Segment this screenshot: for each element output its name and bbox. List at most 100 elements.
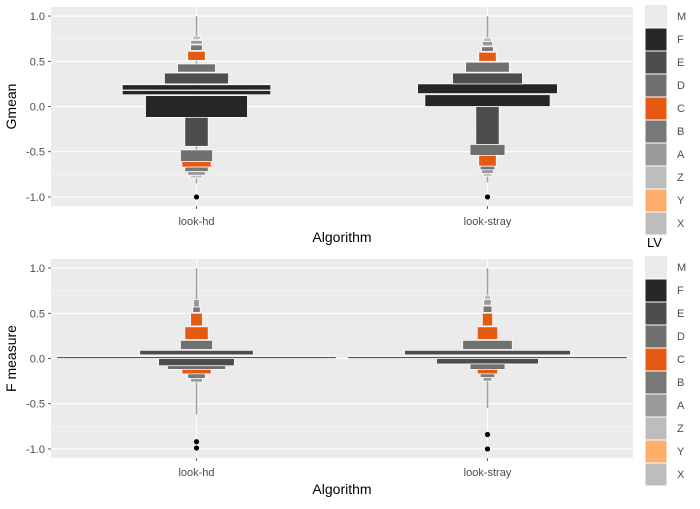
series-look-stray: [347, 268, 628, 452]
x-axis-title: Algorithm: [312, 229, 371, 245]
y-tick-label: 0.0: [30, 102, 45, 114]
chart-fmeasure: -1.0 -0.5 0.0 0.5 1.0 look-hd look-stray Algori…: [3, 259, 633, 497]
legend-label-A: A: [677, 149, 685, 161]
lv-box-B: [192, 306, 201, 313]
legend-title: LV: [647, 235, 662, 250]
lv-box-A: [190, 378, 203, 383]
x-tick-label: look-hd: [178, 467, 214, 479]
lv-box-B: [479, 165, 496, 171]
lv-box-C: [476, 369, 499, 375]
lv-box-C: [478, 51, 497, 62]
outlier-point: [193, 445, 200, 451]
outlier-point: [193, 194, 200, 200]
lv-box-C: [181, 369, 212, 375]
lv-box-C: [478, 154, 497, 167]
lv-box-C: [184, 326, 209, 340]
legend-key-B: [644, 370, 668, 395]
lv-box-Z: [484, 294, 491, 301]
lv-box-E: [158, 358, 235, 367]
lv-box-Z: [190, 174, 203, 179]
lv-box-B: [184, 166, 209, 172]
legend-label-M: M: [677, 262, 686, 274]
y-tick-label: 1.0: [30, 11, 45, 23]
lv-box-A: [481, 169, 494, 174]
legend-key-D: [644, 324, 668, 349]
legend-label-C: C: [677, 354, 685, 366]
lv-box-A: [482, 377, 493, 382]
lv-box-E: [164, 72, 229, 85]
legend-key-E: [644, 301, 668, 326]
legend-key-E: [644, 50, 668, 75]
outlier-point: [484, 446, 491, 452]
legend-label-Y: Y: [677, 446, 685, 458]
legend-key-F: [644, 27, 668, 52]
series-look-stray: [417, 16, 558, 200]
lv-box-E: [404, 350, 571, 356]
lv-box-A: [483, 299, 492, 306]
legend-label-D: D: [677, 331, 685, 343]
legend-label-X: X: [677, 218, 685, 230]
legend-key-C: [644, 96, 668, 121]
legend-key-M: [645, 256, 667, 279]
x-tick-label: look-stray: [464, 467, 512, 479]
legend-label-D: D: [677, 80, 685, 92]
lv-box-D: [465, 61, 510, 73]
lv-box-Z: [192, 35, 201, 40]
legend-label-E: E: [677, 308, 684, 320]
legend-label-E: E: [677, 57, 684, 69]
lv-box-B: [481, 46, 494, 52]
lv-box-F: [145, 95, 248, 118]
lv-box-A: [190, 40, 203, 45]
legend-key-Y: [644, 188, 668, 213]
lv-box-A: [482, 41, 493, 47]
y-axis-title: Gmean: [3, 84, 19, 130]
x-axis-title: Algorithm: [312, 481, 371, 497]
y-tick-label: -0.5: [26, 399, 45, 411]
lv-box-D: [180, 149, 213, 163]
legend-key-X: [644, 211, 668, 236]
lv-box-D: [180, 340, 213, 350]
legend-key-B: [644, 119, 668, 144]
lv-box-E: [475, 106, 500, 145]
series-look-hd: [121, 16, 272, 200]
y-axis-title: F measure: [3, 325, 19, 392]
legend-label-Z: Z: [677, 172, 684, 184]
lv-box-D: [462, 340, 513, 350]
lv-box-A: [193, 299, 200, 308]
lv-box-Z: [483, 37, 492, 42]
legend-label-B: B: [677, 126, 684, 138]
y-tick-label: -1.0: [26, 444, 45, 456]
legend-label-X: X: [677, 469, 685, 481]
lv-box-D: [469, 363, 506, 370]
legend-label-Y: Y: [677, 195, 685, 207]
lv-box-E: [436, 358, 539, 365]
legend-label-C: C: [677, 103, 685, 115]
lv-box-C: [187, 50, 206, 61]
legend-key-C: [644, 347, 668, 372]
legend-label-M: M: [677, 11, 686, 23]
lv-box-D: [469, 144, 506, 156]
outlier-point: [193, 439, 200, 445]
legend-key-A: [644, 142, 668, 167]
lv-box-Z: [482, 173, 493, 177]
y-tick-label: 0.5: [30, 56, 45, 68]
lv-box-B: [482, 305, 493, 313]
lv-box-D: [177, 63, 216, 73]
series-look-hd: [56, 268, 337, 451]
legend-key-Y: [644, 439, 668, 464]
legend-label-B: B: [677, 377, 684, 389]
outlier-point: [484, 194, 491, 200]
y-tick-label: 0.5: [30, 308, 45, 320]
lv-box-B: [190, 44, 203, 51]
x-tick-label: look-stray: [464, 216, 512, 228]
y-tick-label: -0.5: [26, 147, 45, 159]
lv-box-A: [187, 171, 206, 176]
legend-key-X: [644, 462, 668, 487]
lv-box-E: [452, 72, 523, 85]
legend-key-Z: [644, 165, 668, 190]
lv-box-B: [187, 373, 206, 379]
